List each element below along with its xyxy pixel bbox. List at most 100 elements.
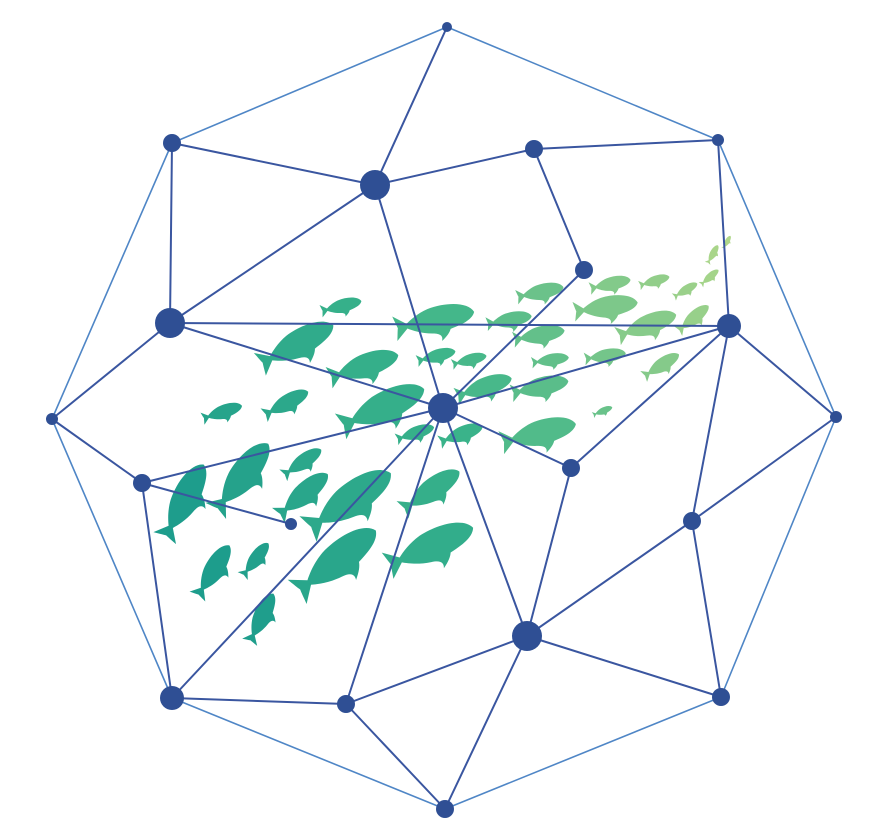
network-node [830,411,842,423]
inner-edge [345,703,446,810]
inner-edge [442,407,528,637]
outer-edge [51,142,173,420]
outer-edge [720,416,837,698]
fish-icon [588,275,631,295]
outer-edge [446,26,719,141]
fish-icon [512,325,565,349]
network-node [575,261,593,279]
network-node [712,688,730,706]
network-node [160,686,184,710]
inner-edge [141,482,173,699]
inner-edge [374,148,535,186]
fish-icon [153,464,207,545]
network-node [360,170,390,200]
network-node [428,393,458,423]
outer-edge [444,696,722,810]
inner-edge [533,148,585,271]
inner-edge [691,520,722,698]
outer-edge [51,418,173,699]
inner-edge [171,697,347,705]
inner-edge [442,269,585,409]
fish-icon [279,448,322,482]
inner-edge [171,142,376,186]
network-node [712,134,724,146]
inner-edge [526,520,693,637]
fish-icon [437,423,483,449]
fish-icon [392,304,475,342]
inner-edge [442,325,730,409]
fish-icon [396,469,460,519]
fish-icon [530,353,569,370]
inner-edge [444,635,528,810]
network-node [717,314,741,338]
fish-icon [271,472,329,524]
fish-icon [674,305,709,336]
fish-icon [572,295,638,325]
inner-edge [169,322,444,409]
fish-icon [671,282,698,301]
network-edges [51,26,837,810]
inner-edge [533,139,719,150]
network-node [683,512,701,530]
network-node [436,800,454,818]
fish-icon [704,245,719,265]
fish-icon [583,348,626,367]
network-node [46,413,58,425]
fish-icon [614,310,677,346]
fish-icon [253,321,334,376]
network-node [512,621,542,651]
fish-icon [381,522,474,579]
inner-edge [526,635,722,698]
network-node [525,140,543,158]
fish-icon [189,545,231,602]
fish-icon [242,593,276,646]
inner-edge [51,322,171,420]
inner-edge [169,142,173,324]
inner-edge [728,325,837,418]
fish-icon [498,417,576,455]
fish-icon [260,389,309,422]
fish-icon [509,375,569,403]
fish-icon [721,235,731,250]
fish-icon [591,406,613,419]
fish-icon [319,297,362,318]
inner-edge [374,184,444,409]
network-node [562,459,580,477]
inner-edge [374,26,448,186]
inner-edge [141,407,444,484]
inner-edge [570,325,730,469]
fish-icon [698,269,719,288]
outer-edge [717,139,837,418]
fish-icon [237,542,269,580]
inner-edge [51,418,143,484]
network-nodes [46,22,842,818]
fish-icon [325,349,399,389]
network-node [337,695,355,713]
network-node [133,474,151,492]
network-node [163,134,181,152]
inner-edge [169,184,376,324]
outer-edge [171,697,446,810]
fish-icon [205,443,270,519]
fish-icon [485,311,532,332]
outer-edge [171,26,448,144]
inner-edge [171,407,444,699]
network-node [285,518,297,530]
inner-edge [345,635,528,705]
network-node [442,22,452,32]
fish-icon [453,374,512,405]
inner-edge [717,139,730,327]
network-node [155,308,185,338]
fish-school [153,235,731,646]
fish-icon [638,274,670,291]
inner-edge [691,416,837,522]
inner-edge [691,325,730,522]
inner-edge [169,322,730,327]
inner-edge [141,482,292,525]
fish-icon [200,402,243,425]
fish-icon [334,384,425,440]
fish-icon [287,528,377,605]
inner-edge [526,467,572,637]
